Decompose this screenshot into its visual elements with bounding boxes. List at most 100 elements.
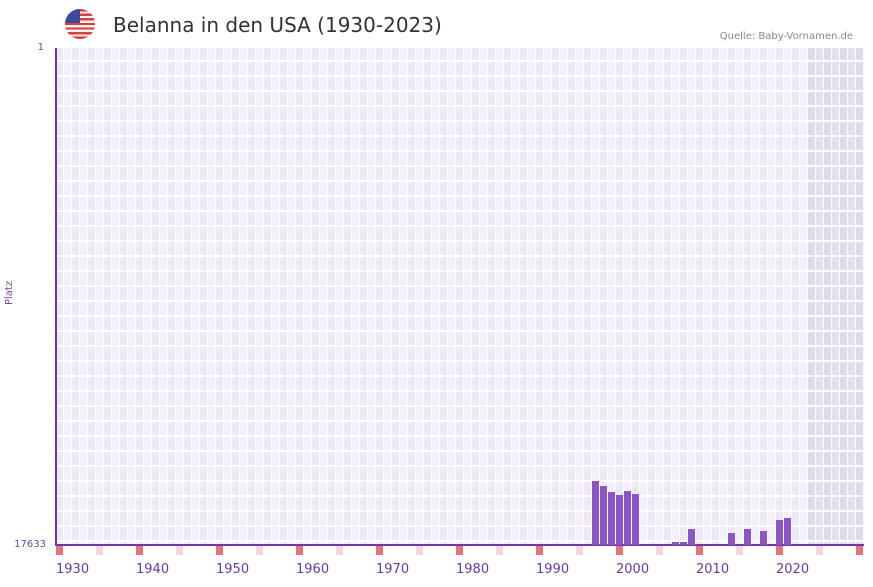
grid-hline [56,75,864,77]
grid-column [552,48,560,545]
grid-vline [167,48,168,545]
grid-column [736,48,744,545]
grid-vline [631,48,632,545]
grid-column [448,48,456,545]
grid-vline [487,48,488,545]
grid-column [192,48,200,545]
half-decade-marker [496,546,503,555]
grid-column [816,48,824,545]
decade-marker [296,546,303,555]
grid-vline [863,48,864,545]
grid-column [240,48,248,545]
grid-vline [831,48,832,545]
grid-vline [327,48,328,545]
bar-2018[interactable] [760,531,767,545]
grid-column [64,48,72,545]
grid-hline [56,390,864,392]
grid-hline [56,420,864,422]
x-tick-label: 1960 [296,562,330,577]
grid-column [784,48,792,545]
grid-vline [143,48,144,545]
grid-vline [599,48,600,545]
bar-2020[interactable] [776,520,783,545]
half-decade-marker [656,546,663,555]
grid-column [208,48,216,545]
grid-column [768,48,776,545]
grid-column [600,48,608,545]
grid-column [832,48,840,545]
bar-2009[interactable] [688,529,695,545]
decade-marker [136,546,143,555]
grid-vline [103,48,104,545]
grid-column [256,48,264,545]
grid-column [720,48,728,545]
grid-vline [415,48,416,545]
grid-column [672,48,680,545]
grid-hline [56,480,864,482]
grid-vline [207,48,208,545]
grid-column [640,48,648,545]
grid-vline [111,48,112,545]
grid-vline [255,48,256,545]
bar-2007[interactable] [672,542,679,545]
grid-column [792,48,800,545]
decade-marker [696,546,703,555]
grid-vline [463,48,464,545]
grid-column [608,48,616,545]
grid-column [504,48,512,545]
grid-column [96,48,104,545]
grid-vline [679,48,680,545]
grid-vline [551,48,552,545]
grid-vline [663,48,664,545]
grid-column [656,48,664,545]
grid-hline [56,105,864,107]
grid-hline [56,210,864,212]
grid-column [472,48,480,545]
bar-1998[interactable] [600,486,607,545]
bar-2021[interactable] [784,518,791,545]
grid-column [384,48,392,545]
bar-2001[interactable] [624,491,631,545]
bar-2016[interactable] [744,529,751,545]
grid-vline [447,48,448,545]
grid-vline [191,48,192,545]
grid-column [104,48,112,545]
grid-column [112,48,120,545]
grid-vline [63,48,64,545]
grid-vline [735,48,736,545]
grid-vline [751,48,752,545]
grid-hline [56,510,864,512]
grid-vline [271,48,272,545]
bar-2008[interactable] [680,542,687,545]
bar-2002[interactable] [632,493,639,545]
decade-marker [616,546,623,555]
grid-hline [56,240,864,242]
grid-column [200,48,208,545]
grid-hline [56,60,864,62]
bar-2000[interactable] [616,495,623,545]
x-tick-label: 1930 [56,562,90,577]
grid-column [584,48,592,545]
grid-vline [423,48,424,545]
grid-column [560,48,568,545]
grid-vline [391,48,392,545]
grid-column [728,48,736,545]
grid-vline [527,48,528,545]
bar-1999[interactable] [608,491,615,545]
grid-vline [359,48,360,545]
grid-vline [623,48,624,545]
grid-column [544,48,552,545]
grid-hline [56,375,864,377]
grid-column [808,48,816,545]
bar-2014[interactable] [728,533,735,545]
grid-column [280,48,288,545]
grid-column [776,48,784,545]
grid-vline [407,48,408,545]
grid-vline [375,48,376,545]
grid-vline [591,48,592,545]
grid-column [712,48,720,545]
bar-1997[interactable] [592,480,599,545]
decade-marker [376,546,383,555]
grid-column [696,48,704,545]
grid-vline [287,48,288,545]
